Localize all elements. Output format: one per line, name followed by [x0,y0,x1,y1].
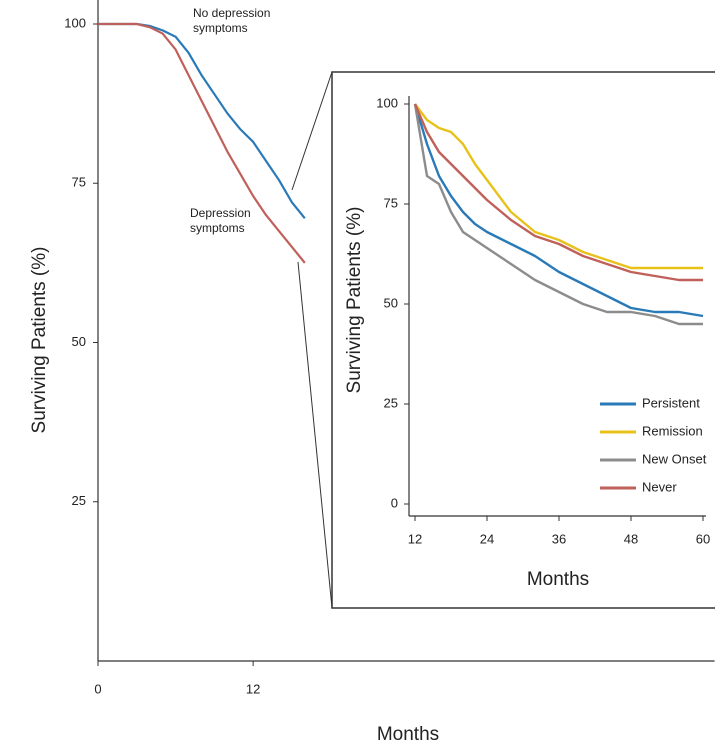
x-tick-label: 60 [696,531,710,546]
y-tick-label: 75 [384,195,398,210]
y-tick-label: 25 [72,493,86,508]
series-annotation: No depression symptoms [193,6,271,35]
y-tick-label: 0 [391,495,398,510]
y-axis-title: Surviving Patients (%) [344,207,365,394]
x-axis-title: Months [377,724,439,745]
x-tick-label: 24 [480,531,494,546]
inset-box [331,71,715,609]
x-tick-label: 12 [246,681,260,696]
series-annotation-text: Depression symptoms [190,206,251,235]
y-tick-label: 100 [64,15,86,30]
zoom-line [297,261,333,609]
legend-label: New Onset [642,451,707,466]
y-tick-label: 25 [384,395,398,410]
x-tick-label: 12 [408,531,422,546]
y-axis-title: Surviving Patients (%) [29,247,50,434]
series-annotation: Depression symptoms [190,206,251,235]
series-line [413,103,703,282]
x-axis-title: Months [527,569,589,590]
series-annotation-text: No depression symptoms [193,6,271,35]
y-tick-label: 75 [72,175,86,190]
main-panel: 25 50 75 100 0 12 Months Surviving Patients (%)… [29,0,715,745]
legend-label: Persistent [642,395,700,410]
inset-panel: 0 25 50 75 100 12 24 36 48 60 Months Surviving Pati… [344,95,710,590]
x-tick-label: 36 [552,531,566,546]
y-tick-label: 100 [376,95,398,110]
series-line [413,103,704,318]
x-tick-label: 48 [624,531,638,546]
series-line [98,22,306,219]
series-line [98,22,306,264]
legend-label: Never [642,479,677,494]
legend-label: Remission [642,423,703,438]
series-line [414,103,703,270]
zoom-line [291,71,333,191]
x-tick-label: 0 [94,681,101,696]
y-tick-label: 50 [72,334,86,349]
y-tick-label: 50 [384,295,398,310]
series-line [413,103,703,326]
